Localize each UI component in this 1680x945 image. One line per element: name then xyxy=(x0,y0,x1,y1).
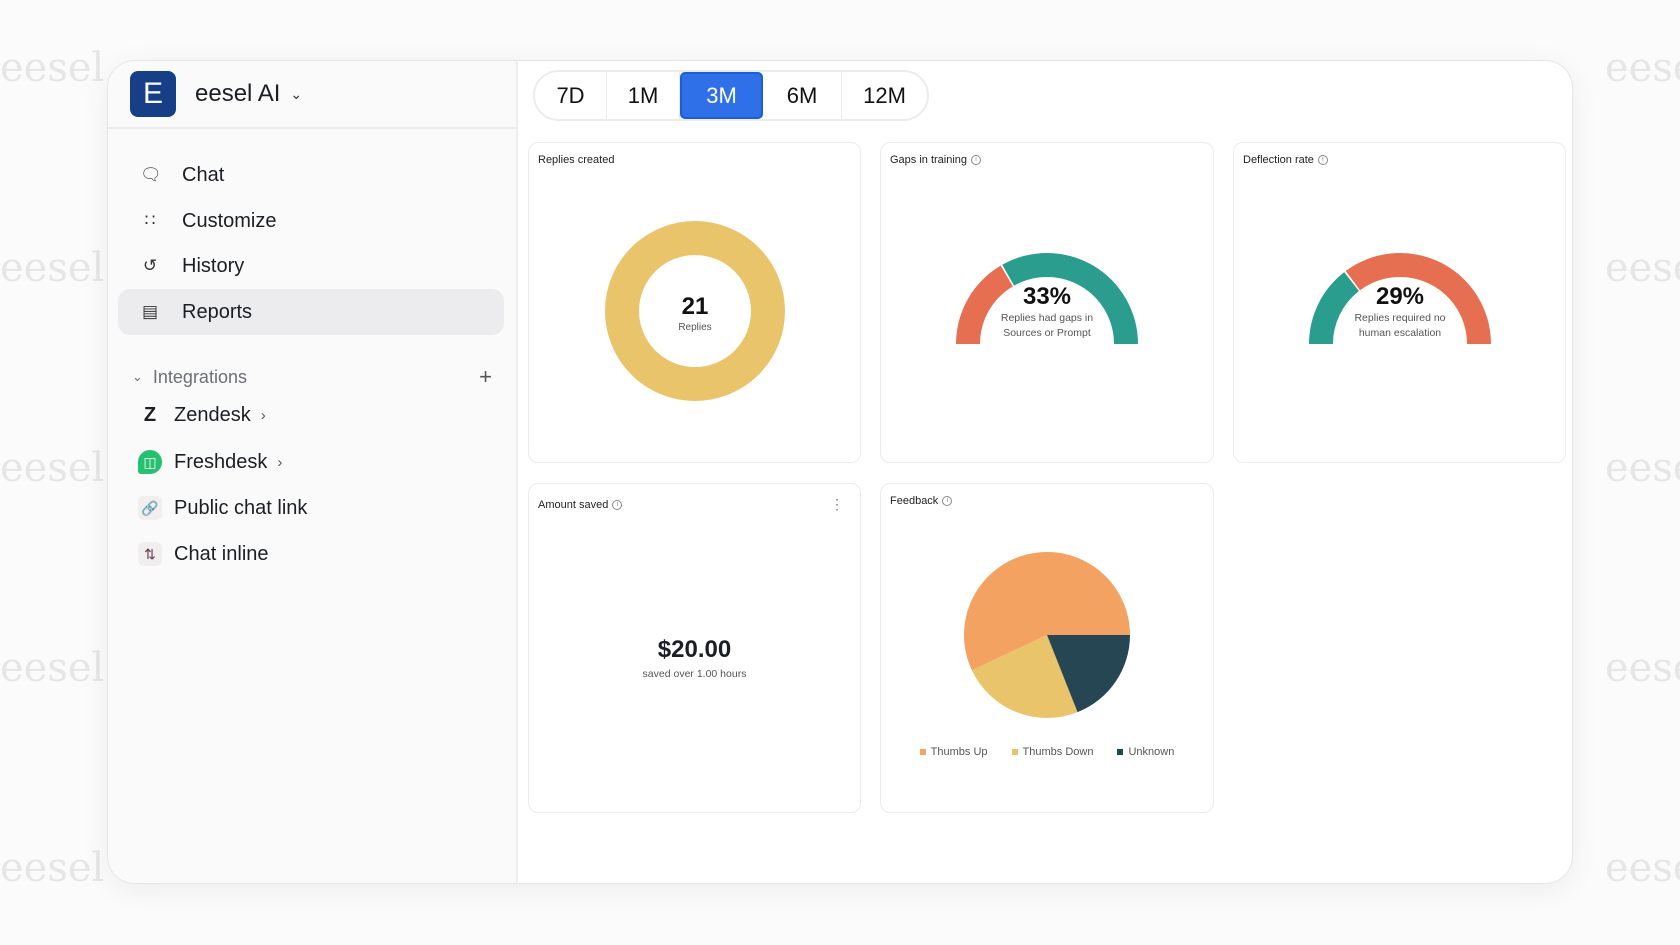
app-window: E eesel AI ⌄ 🗨 Chat ∷ Customize ↺ History ▤… xyxy=(107,60,1573,884)
integration-chat-inline[interactable]: ⇅ Chat inline xyxy=(138,542,269,566)
pie-slice-unknown[interactable] xyxy=(1047,635,1130,713)
freshdesk-icon: ◫ xyxy=(138,450,162,474)
nav-reports[interactable]: ▤ Reports xyxy=(118,289,504,335)
watermark: eesel xyxy=(0,645,105,691)
amount-value: $20.00 xyxy=(657,636,732,663)
legend-item[interactable]: Thumbs Up xyxy=(919,746,988,758)
deflection-rate-card: Deflection rate i 29% Replies required no… xyxy=(1233,142,1566,463)
integration-label: Public chat link xyxy=(174,496,308,519)
nav-chat[interactable]: 🗨 Chat xyxy=(118,152,504,198)
chevron-down-icon: ⌄ xyxy=(290,85,303,102)
tab-3m[interactable]: 3M xyxy=(680,72,763,119)
link-icon: 🔗 xyxy=(138,496,162,520)
watermark: eesel xyxy=(0,45,105,91)
gaps-value: 33% xyxy=(1023,283,1071,310)
watermark: eesel xyxy=(0,845,105,891)
integration-zendesk[interactable]: Z Zendesk › xyxy=(138,403,266,427)
deflection-value: 29% xyxy=(1376,283,1424,310)
gaps-caption-1: Replies had gaps in xyxy=(1001,312,1093,324)
add-integration-button[interactable]: + xyxy=(479,364,492,389)
deflection-caption-2: human escalation xyxy=(1359,327,1441,339)
chevron-right-icon: › xyxy=(260,406,266,424)
legend-label: Thumbs Up xyxy=(930,746,988,758)
pie-slice-thumbs-down[interactable] xyxy=(971,635,1078,718)
watermark: eesel xyxy=(1605,445,1680,491)
card-title: Replies created xyxy=(538,154,615,166)
gauge-segment-rest xyxy=(1345,253,1491,344)
pie-legend: Thumbs Up Thumbs Down Unknown xyxy=(881,746,1213,758)
integration-public-chat-link[interactable]: 🔗 Public chat link xyxy=(138,496,307,520)
gaps-caption-2: Sources or Prompt xyxy=(1003,327,1091,339)
history-icon: ↺ xyxy=(142,256,158,275)
integration-label: Zendesk xyxy=(174,403,251,426)
zendesk-icon: Z xyxy=(143,403,157,426)
gauge-segment-rest xyxy=(1002,253,1138,344)
nav-label: Customize xyxy=(182,209,277,232)
feedback-card: Feedback i Thumbs Up Thumbs Down Unknown xyxy=(880,483,1214,813)
donut-ring xyxy=(605,221,785,401)
watermark: eesel xyxy=(0,245,105,291)
info-icon[interactable]: i xyxy=(942,496,953,506)
tab-7d[interactable]: 7D xyxy=(535,72,607,119)
more-options-icon[interactable]: ⋮ xyxy=(830,496,844,512)
legend-swatch xyxy=(1117,749,1124,756)
chevron-right-icon: › xyxy=(277,453,283,471)
workspace-logo: E xyxy=(130,71,176,117)
card-title: Feedback xyxy=(890,495,939,507)
legend-label: Unknown xyxy=(1128,746,1175,758)
pie-slice-thumbs-up[interactable] xyxy=(964,552,1130,671)
nav-label: Reports xyxy=(182,300,253,323)
nav-label: History xyxy=(182,254,245,277)
watermark: eesel xyxy=(1605,45,1680,91)
integrations-header[interactable]: ⌄ Integrations + xyxy=(132,364,492,390)
legend-swatch xyxy=(919,749,926,756)
tab-12m[interactable]: 12M xyxy=(863,82,906,108)
info-icon[interactable]: i xyxy=(1317,155,1328,165)
date-range-tabs: 7D 1M 3M 6M 12M xyxy=(533,70,929,121)
sidebar: E eesel AI ⌄ 🗨 Chat ∷ Customize ↺ History ▤… xyxy=(108,61,518,883)
tab-1m[interactable]: 1M xyxy=(607,72,680,119)
legend-item[interactable]: Unknown xyxy=(1117,746,1174,758)
integration-label: Chat inline xyxy=(174,542,269,565)
watermark: eesel xyxy=(1605,245,1680,291)
integrations-label: Integrations xyxy=(152,366,247,387)
tab-6m[interactable]: 6M xyxy=(763,72,842,119)
info-icon[interactable]: i xyxy=(612,500,623,510)
gauge-segment-primary xyxy=(956,265,1013,344)
chat-bubble-icon: 🗨 xyxy=(140,165,162,184)
legend-label: Thumbs Down xyxy=(1022,746,1094,758)
watermark: eesel xyxy=(1605,845,1680,891)
card-title: Deflection rate xyxy=(1243,154,1314,166)
integration-freshdesk[interactable]: ◫ Freshdesk › xyxy=(138,450,282,474)
workspace-switcher[interactable]: E eesel AI ⌄ xyxy=(108,61,516,129)
card-title: Amount saved xyxy=(538,499,609,511)
replies-created-card: Replies created 21 Replies xyxy=(528,142,861,463)
amount-subtitle: saved over 1.00 hours xyxy=(642,668,747,680)
feedback-pie-chart xyxy=(964,552,1130,718)
chevron-down-icon: ⌄ xyxy=(132,369,143,384)
watermark: eesel xyxy=(0,445,105,491)
nav-history[interactable]: ↺ History xyxy=(118,243,504,289)
deflection-caption-1: Replies required no xyxy=(1354,312,1445,324)
gaps-in-training-card: Gaps in training i 33% Replies had gaps i… xyxy=(880,142,1214,463)
replies-label: Replies xyxy=(678,322,711,333)
chat-inline-icon: ⇅ xyxy=(138,542,162,566)
integration-label: Freshdesk xyxy=(174,450,268,473)
shapes-icon: ∷ xyxy=(144,211,156,230)
amount-saved-card: Amount saved i ⋮ $20.00 saved over 1.00 h… xyxy=(528,483,861,813)
legend-swatch xyxy=(1011,749,1018,756)
watermark: eesel xyxy=(1605,645,1680,691)
legend-item[interactable]: Thumbs Down xyxy=(1011,746,1094,758)
gauge-segment-primary xyxy=(1309,272,1359,344)
nav-customize[interactable]: ∷ Customize xyxy=(118,198,504,244)
info-icon[interactable]: i xyxy=(971,155,982,165)
bar-chart-icon: ▤ xyxy=(141,302,159,321)
replies-value: 21 xyxy=(682,293,709,320)
workspace-name: eesel AI xyxy=(195,80,281,107)
nav-label: Chat xyxy=(182,163,225,186)
card-title: Gaps in training xyxy=(890,154,968,166)
